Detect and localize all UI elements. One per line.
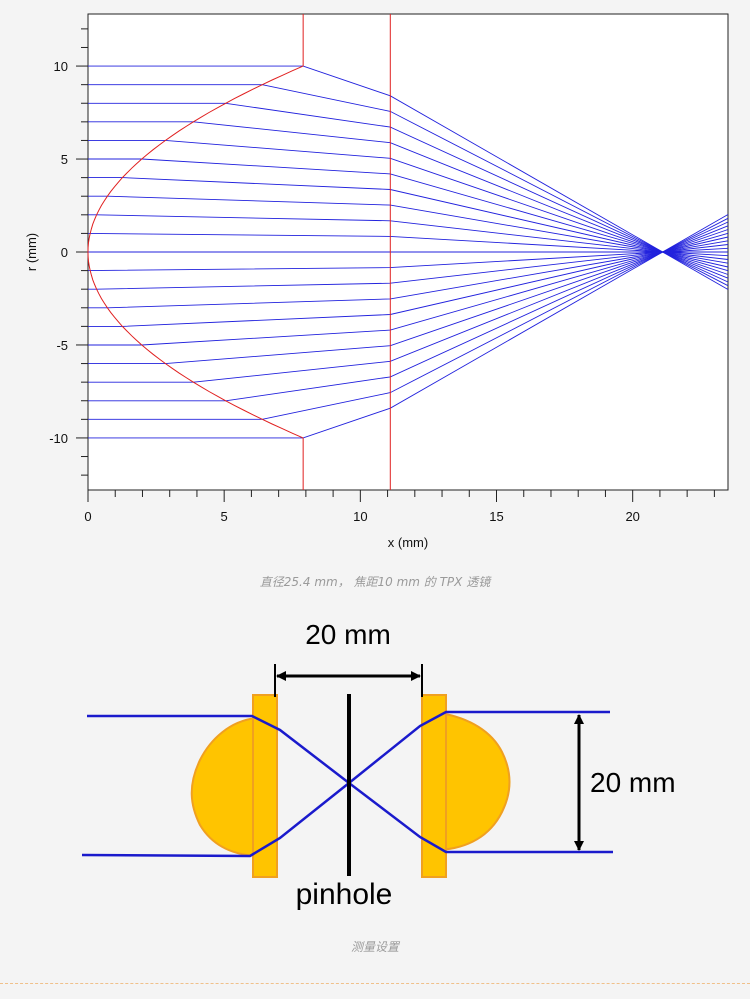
ray-path [88,244,729,290]
ray-paths [88,65,729,439]
plot-ticks [76,28,715,502]
left-lens-curved-body [190,716,259,858]
lens-front-surface [87,65,304,439]
raytrace-plot: 0 5 10 15 20 -10 -5 0 5 10 x (mm) r (mm) [24,13,729,550]
ray-path [88,84,729,287]
ray-path [88,214,729,260]
x-tick-label: 10 [353,509,367,524]
ray-path [88,102,729,283]
top-dimension-label: 20 mm [305,619,391,650]
raytrace-caption: 直径25.4 mm， 焦距10 mm 的 TPX 透镜 [259,575,491,589]
ray-path [88,240,729,309]
x-tick-label: 20 [625,509,639,524]
y-tick-label: -5 [56,338,68,353]
ray-path [88,177,729,268]
x-axis-title: x (mm) [388,535,428,550]
x-tick-label: 5 [221,509,228,524]
y-tick-label: -10 [49,431,68,446]
ray-path [88,217,729,420]
tick-labels: 0 5 10 15 20 -10 -5 0 5 10 [49,59,640,524]
footer-divider [0,983,750,984]
top-dimension: 20 mm [274,619,423,697]
ray-path [88,139,729,275]
ray-path [88,236,729,327]
y-tick-label: 5 [61,152,68,167]
ray-path [88,214,729,439]
y-tick-label: 10 [54,59,68,74]
right-lens [421,694,511,878]
setup-caption: 测量设置 [350,940,399,954]
ray-path [88,195,729,264]
ray-path [88,247,729,272]
beam-bottom-left [81,710,610,858]
setup-diagram: pinhole 20 mm 20 mm [81,619,676,910]
right-lens-curved-body [439,711,511,852]
y-axis-title: r (mm) [24,233,39,271]
ray-path [88,221,729,402]
y-tick-label: 0 [61,245,68,260]
right-lens-plate [421,694,447,878]
ray-path [88,225,729,383]
x-tick-label: 15 [489,509,503,524]
ray-path [88,65,729,290]
ray-path [88,158,729,272]
ray-path [88,121,729,279]
right-dimension: 20 mm [574,714,676,851]
ray-path [88,232,729,257]
right-dimension-label: 20 mm [590,767,676,798]
ray-path [88,229,729,365]
lens-outline [87,14,391,490]
ray-path [88,232,729,346]
pinhole-label: pinhole [296,878,393,910]
x-tick-label: 0 [84,509,91,524]
